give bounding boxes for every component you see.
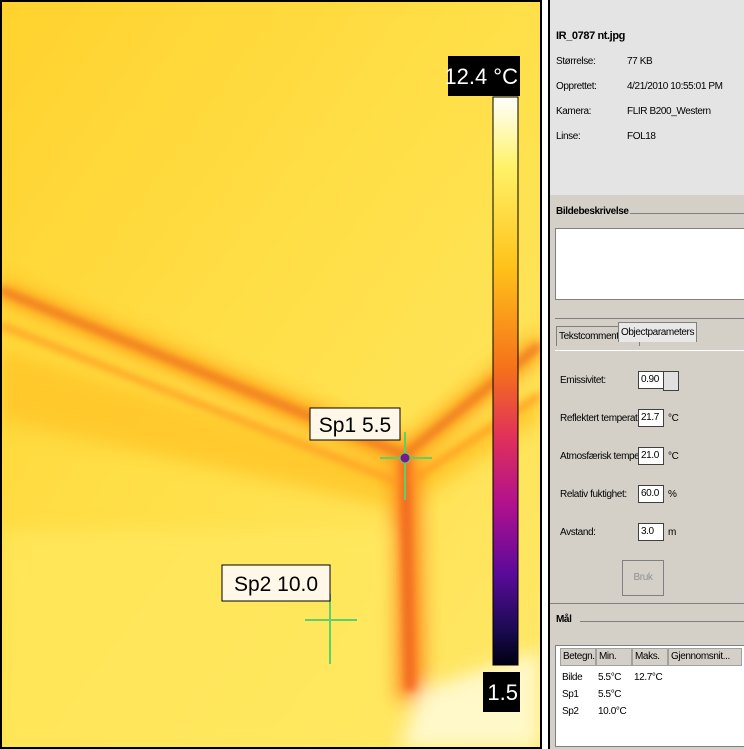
column-header[interactable]: Min. [596,648,632,666]
table-cell: 5.5°C [598,672,621,683]
apply-button[interactable]: Bruk [622,560,664,596]
description-box[interactable] [555,228,744,300]
param-label: Emissivitet: [560,375,606,386]
param-unit: °C [668,413,678,424]
scale-max: 12.4 °C [444,64,518,89]
file-name: IR_0787 nt.jpg [556,30,625,42]
scale-min: 1.5 [487,680,518,705]
spot-label: Sp1 5.5 [319,414,391,437]
table-cell: Sp2 [562,706,579,717]
field-label: Kamera: [556,106,591,117]
param-unit: % [668,489,677,500]
table-cell: 10.0°C [598,706,626,717]
param-label: Avstand: [560,527,596,538]
side-panel: IR_0787 nt.jpg Størrelse: 77 KB Opprettet: 4… [548,0,744,749]
spot-label: Sp2 10.0 [234,573,318,596]
field-value: FLIR B200_Western [627,106,711,117]
table-cell: Bilde [562,672,582,683]
table-cell: 5.5°C [598,689,621,700]
tab-line [555,350,744,351]
column-header[interactable]: Betegn... [560,648,596,666]
table-cell: Sp1 [562,689,579,700]
field-value: 77 KB [627,56,652,67]
column-header[interactable]: Gjennomsnit... [668,648,742,666]
param-input[interactable]: 60.0 [638,485,664,503]
thermal-image: 12.4 °C 1.5 Sp1 5.5 Sp2 10.0 [0,0,542,749]
section-title: Mål [556,614,575,625]
column-header[interactable]: Maks. [632,648,668,666]
field-label: Opprettet: [556,81,596,92]
field-value: FOL18 [627,131,656,142]
app-window: 12.4 °C 1.5 Sp1 5.5 Sp2 10.0 IR_0787 nt.jpg… [0,0,744,749]
section-line [630,213,744,214]
field-value: 4/21/2010 10:55:01 PM [627,81,723,92]
divider [555,318,744,319]
field-label: Størrelse: [556,56,595,67]
param-input[interactable]: 3.0 [638,523,664,541]
section-line [580,621,744,622]
param-label: Reflektert temperatur: [560,413,648,424]
param-label: Relativ fuktighet: [560,489,627,500]
field-label: Linse: [556,131,580,142]
divider [550,603,744,604]
tab[interactable]: Objectparameters [618,322,697,342]
section-title: Bildebeskrivelse [556,206,633,217]
param-input[interactable]: 21.7 [638,409,664,427]
param-input[interactable]: 0.90 [638,371,664,389]
spin-button[interactable] [663,371,679,391]
table-cell: 12.7°C [634,672,662,683]
param-input[interactable]: 21.0 [638,447,664,465]
param-unit: m [668,527,676,538]
param-unit: °C [668,451,678,462]
